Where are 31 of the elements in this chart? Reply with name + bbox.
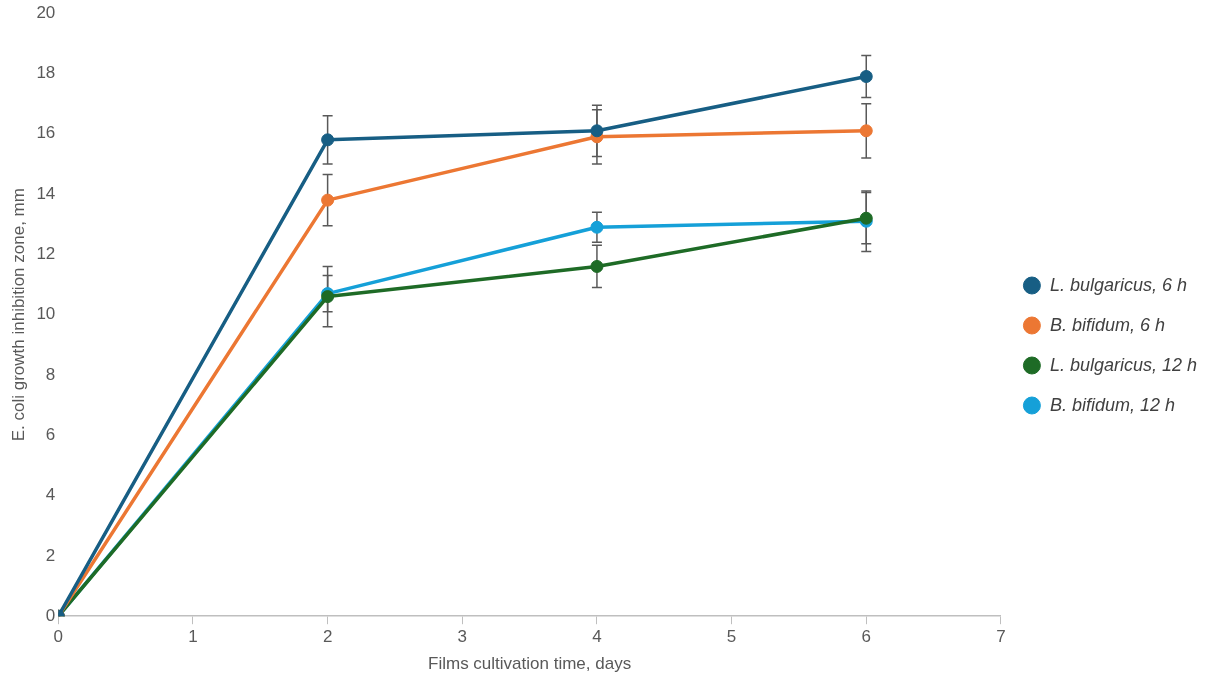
y-tick-label: 18 <box>36 63 56 83</box>
y-tick-label: 12 <box>36 244 56 264</box>
point <box>590 124 604 138</box>
y-tick-label: 14 <box>36 183 56 203</box>
y-tick-label: 6 <box>45 424 56 444</box>
legend-label: B. bifidum, 6 h <box>1049 314 1165 335</box>
y-axis-title: E. coli growth inhibition zone, mm <box>8 188 28 442</box>
x-tick-label: 6 <box>861 627 871 647</box>
x-tick-label: 1 <box>188 627 198 647</box>
y-tick-label: 2 <box>45 545 56 565</box>
x-axis-title: Films cultivation time, days <box>428 654 632 674</box>
y-tick-label: 10 <box>36 304 56 324</box>
x-tick-label: 2 <box>322 627 333 647</box>
y-tick-label: 8 <box>45 364 56 384</box>
x-tick-label: 7 <box>996 627 1006 647</box>
point <box>321 133 335 147</box>
y-tick-label: 16 <box>36 123 56 143</box>
y-tick-label: 20 <box>36 2 56 22</box>
legend-label: L. bulgaricus, 6 h <box>1049 274 1187 295</box>
point <box>321 193 335 207</box>
point <box>859 124 873 138</box>
legend-label: L. bulgaricus, 12 h <box>1049 354 1197 375</box>
y-tick-label: 4 <box>45 485 56 505</box>
legend-label: B. bifidum, 12 h <box>1049 394 1175 415</box>
x-tick-label: 4 <box>592 627 602 647</box>
point <box>590 259 604 273</box>
point <box>590 220 604 234</box>
point <box>859 70 873 84</box>
x-tick-label: 5 <box>726 627 737 647</box>
x-tick-label: 3 <box>457 627 468 647</box>
y-tick-label: 0 <box>45 605 56 625</box>
